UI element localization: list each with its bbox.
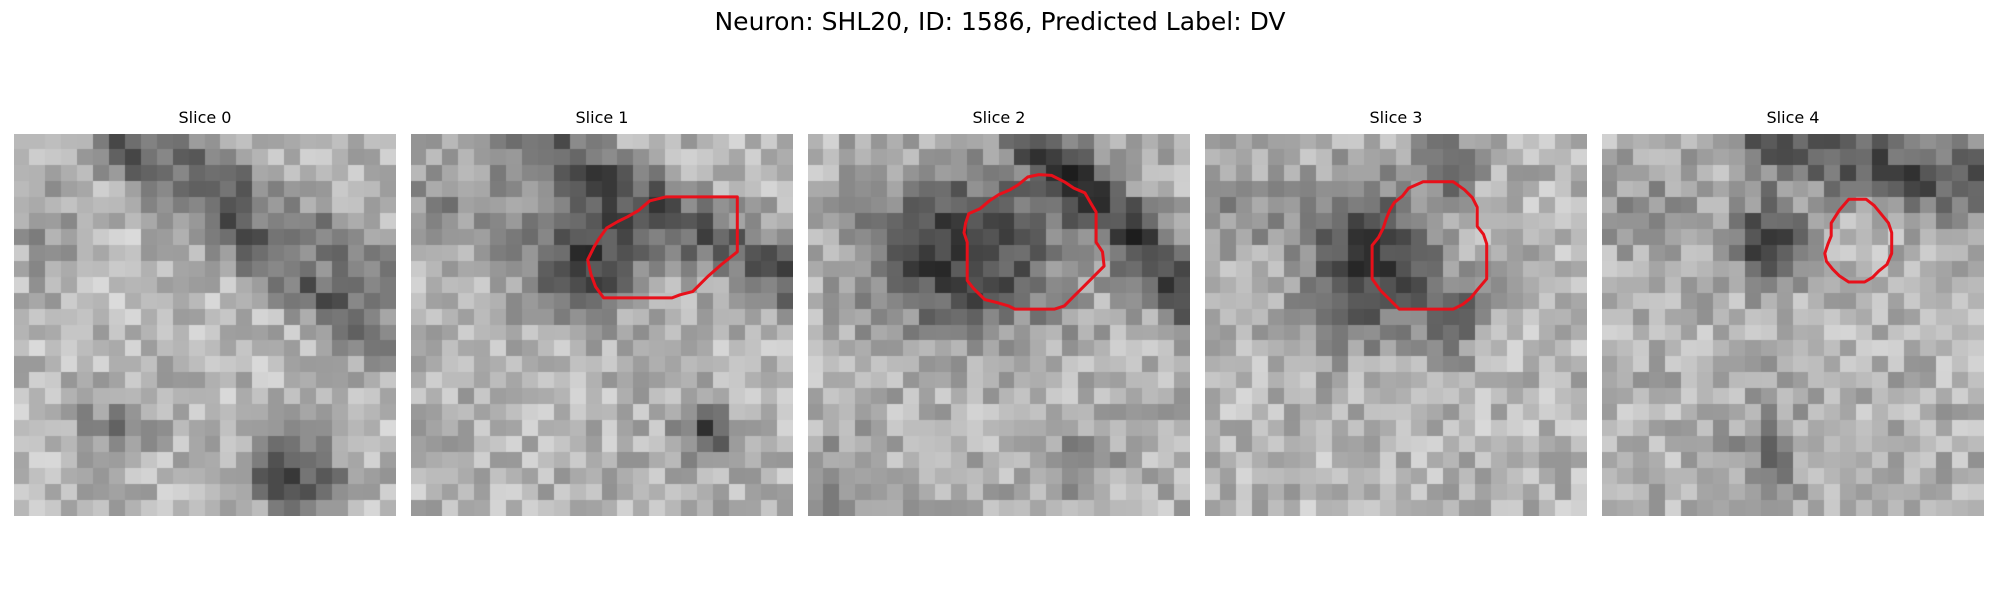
- slice-title: Slice 3: [1369, 108, 1423, 127]
- microscopy-image: [1602, 134, 1984, 516]
- slice-title: Slice 4: [1766, 108, 1820, 127]
- slice-title: Slice 2: [972, 108, 1026, 127]
- microscopy-image: [808, 134, 1190, 516]
- slice-title: Slice 0: [178, 108, 232, 127]
- roi-contour-overlay: [14, 134, 396, 516]
- roi-contour: [1370, 180, 1489, 311]
- roi-contour-overlay: [586, 195, 739, 300]
- roi-contour-overlay: [1823, 197, 1894, 284]
- roi-contour-overlay: [1370, 180, 1489, 311]
- figure-title: Neuron: SHL20, ID: 1586, Predicted Label…: [714, 7, 1286, 36]
- roi-contour: [962, 173, 1106, 311]
- roi-contour: [1823, 197, 1894, 284]
- slice-title: Slice 1: [575, 108, 629, 127]
- microscopy-image: [14, 134, 396, 516]
- roi-contour: [586, 195, 739, 300]
- roi-contour-overlay: [962, 173, 1106, 311]
- microscopy-image: [1205, 134, 1587, 516]
